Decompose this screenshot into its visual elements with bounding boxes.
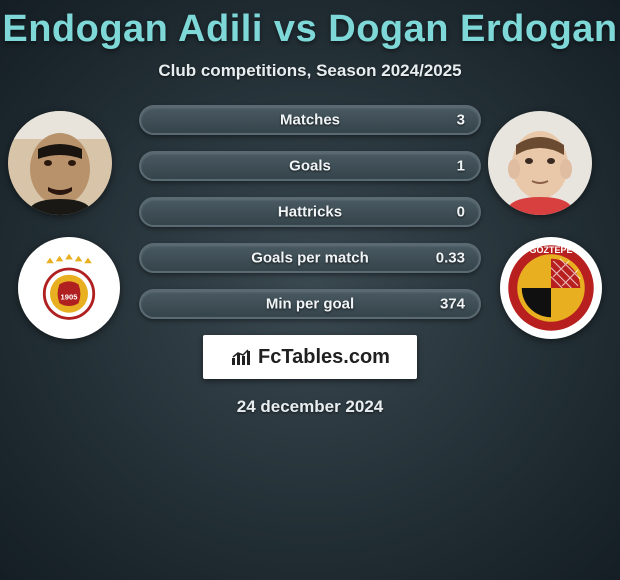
player-right-avatar (488, 111, 592, 215)
brand-badge: FcTables.com (203, 335, 417, 379)
stat-label: Goals per match (251, 250, 369, 267)
stat-row: Goals per match 0.33 (139, 243, 481, 273)
stat-row: Hattricks 0 (139, 197, 481, 227)
svg-text:1905: 1905 (61, 292, 79, 301)
comparison-panel: 1905 GÖZTEPE Matches 3 (0, 105, 620, 417)
stat-label: Goals (289, 158, 331, 175)
club-right-badge: GÖZTEPE (500, 237, 602, 339)
page-title: Endogan Adili vs Dogan Erdogan (0, 0, 620, 51)
stat-value-right: 3 (457, 112, 465, 129)
stat-value-right: 0.33 (436, 250, 465, 267)
player-left-avatar (8, 111, 112, 215)
club-crest-icon: 1905 (31, 250, 107, 326)
stat-value-right: 374 (440, 296, 465, 313)
date-text: 24 december 2024 (0, 397, 620, 417)
club-left-badge: 1905 (18, 237, 120, 339)
stat-label: Min per goal (266, 296, 354, 313)
brand-text: FcTables.com (258, 346, 390, 369)
page-subtitle: Club competitions, Season 2024/2025 (0, 61, 620, 81)
stat-row: Min per goal 374 (139, 289, 481, 319)
stat-row: Matches 3 (139, 105, 481, 135)
stat-label: Hattricks (278, 204, 342, 221)
stat-row: Goals 1 (139, 151, 481, 181)
person-icon (488, 111, 592, 215)
club-crest-icon: GÖZTEPE (506, 243, 596, 333)
stat-value-right: 0 (457, 204, 465, 221)
svg-text:GÖZTEPE: GÖZTEPE (529, 245, 572, 255)
person-icon (8, 111, 112, 215)
stat-value-right: 1 (457, 158, 465, 175)
stat-label: Matches (280, 112, 340, 129)
bar-chart-icon (230, 346, 252, 368)
stats-list: Matches 3 Goals 1 Hattricks 0 Goals per … (139, 105, 481, 319)
